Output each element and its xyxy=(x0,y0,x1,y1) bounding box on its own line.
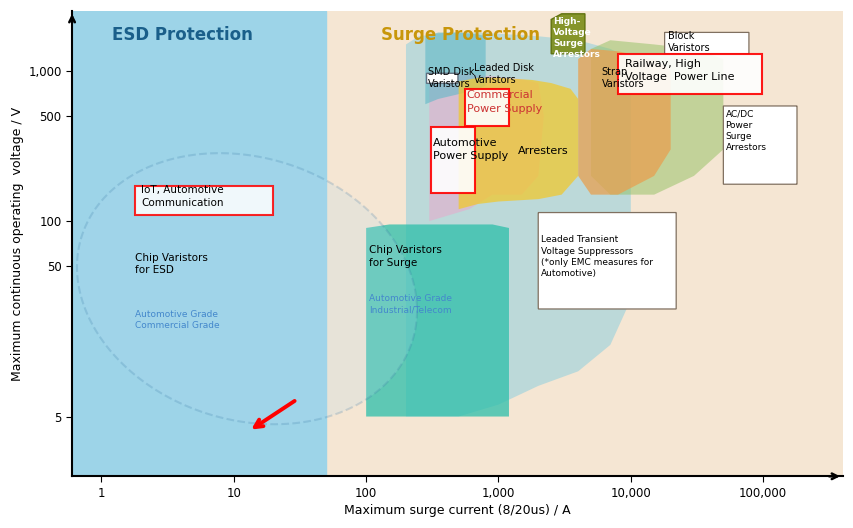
Text: Block
Varistors: Block Varistors xyxy=(667,31,710,53)
Text: IoT, Automotive
Communication: IoT, Automotive Communication xyxy=(141,185,223,209)
FancyBboxPatch shape xyxy=(537,213,676,309)
Text: Surge Protection: Surge Protection xyxy=(380,26,540,44)
FancyBboxPatch shape xyxy=(426,73,457,83)
Polygon shape xyxy=(77,153,416,424)
Text: Railway, High
Voltage  Power Line: Railway, High Voltage Power Line xyxy=(624,59,734,82)
FancyBboxPatch shape xyxy=(465,89,509,126)
Text: High-
Voltage
Surge
Arrestors: High- Voltage Surge Arrestors xyxy=(553,17,601,59)
Text: Chip Varistors
for ESD: Chip Varistors for ESD xyxy=(135,252,208,275)
Y-axis label: Maximum continuous operating  voltage / V: Maximum continuous operating voltage / V xyxy=(11,107,24,381)
X-axis label: Maximum surge current (8/20us) / A: Maximum surge current (8/20us) / A xyxy=(344,504,570,517)
Polygon shape xyxy=(590,40,722,195)
FancyBboxPatch shape xyxy=(431,127,474,193)
Text: Strap
Varistors: Strap Varistors xyxy=(601,67,643,89)
Text: Arresters: Arresters xyxy=(517,146,568,156)
Text: SMD Disk
Varistors: SMD Disk Varistors xyxy=(428,67,474,89)
Polygon shape xyxy=(550,14,584,54)
FancyBboxPatch shape xyxy=(618,54,761,94)
Text: AC/DC
Power
Surge
Arrestors: AC/DC Power Surge Arrestors xyxy=(725,109,766,152)
Text: Leaded Transient
Voltage Suppressors
(*only EMC measures for
Automotive): Leaded Transient Voltage Suppressors (*o… xyxy=(541,235,653,278)
FancyBboxPatch shape xyxy=(135,186,273,215)
Text: Automotive Grade
Commercial Grade: Automotive Grade Commercial Grade xyxy=(135,310,219,330)
Text: Chip Varistors
for Surge: Chip Varistors for Surge xyxy=(368,246,441,268)
Polygon shape xyxy=(577,49,670,195)
Polygon shape xyxy=(405,33,630,417)
Text: Automotive Grade
Industrial/Telecom: Automotive Grade Industrial/Telecom xyxy=(368,294,451,314)
Text: Automotive
Power Supply: Automotive Power Supply xyxy=(432,138,508,161)
Bar xyxy=(72,11,326,476)
Text: ESD Protection: ESD Protection xyxy=(112,26,252,44)
Polygon shape xyxy=(366,224,508,417)
Polygon shape xyxy=(429,74,543,221)
Text: Leaded Disk
Varistors: Leaded Disk Varistors xyxy=(473,63,533,86)
Polygon shape xyxy=(458,78,577,209)
Polygon shape xyxy=(425,33,485,104)
FancyBboxPatch shape xyxy=(722,106,796,184)
FancyBboxPatch shape xyxy=(664,32,748,54)
Text: Commercial
Power Supply: Commercial Power Supply xyxy=(466,90,542,114)
